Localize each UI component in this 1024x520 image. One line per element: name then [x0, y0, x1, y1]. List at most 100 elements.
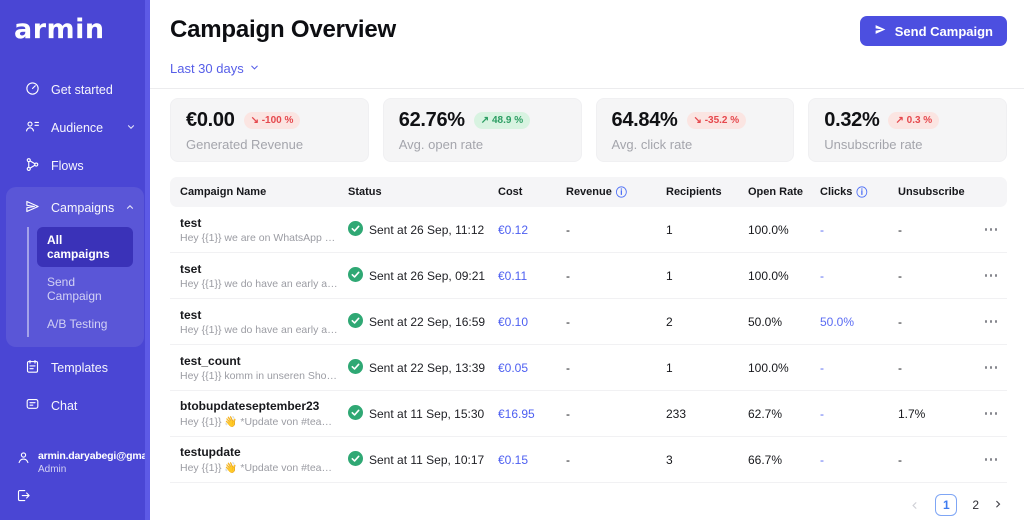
prev-page-button[interactable] [909, 500, 920, 511]
send-icon [874, 23, 887, 39]
page-title: Campaign Overview [170, 16, 397, 43]
unsubscribe-cell: - [898, 452, 902, 467]
campaign-name: test_count [180, 353, 241, 368]
clicks-cell: - [820, 360, 824, 375]
row-menu-button[interactable] [982, 320, 1007, 323]
stat-value: 0.32% [824, 109, 880, 131]
clicks-cell: 50.0% [820, 314, 855, 329]
status-text: Sent at 11 Sep, 15:30 [369, 406, 485, 421]
open-rate-cell: 100.0% [748, 360, 789, 375]
sidebar-item-ab-testing[interactable]: A/B Testing [47, 317, 108, 331]
table-row[interactable]: btobupdateseptember23 Hey {{1}} 👋 *Updat… [170, 391, 1007, 437]
campaign-name-cell: test Hey {{1}} we do have an early acces… [170, 308, 340, 336]
sidebar-item-label: Campaigns [51, 201, 115, 215]
campaign-preview: Hey {{1}} komm in unseren Shop und ... [180, 369, 338, 382]
clicks-cell: - [820, 268, 824, 283]
cost-cell: €0.15 [498, 452, 529, 467]
col-recipients: Recipients [666, 186, 722, 198]
recipients-cell: 2 [666, 314, 673, 329]
chat-icon [25, 397, 40, 415]
stats-row: €0.00 ↘ -100 % Generated Revenue 62.76% … [170, 98, 1007, 162]
sent-check-icon [348, 220, 363, 239]
recipients-cell: 3 [666, 452, 673, 467]
unsubscribe-cell: - [898, 314, 902, 329]
recipients-cell: 233 [666, 406, 687, 421]
stat-value: 64.84% [611, 109, 678, 131]
campaign-preview: Hey {{1}} 👋 *Update von #teamarmin... [180, 416, 338, 428]
sidebar-item-templates[interactable]: Templates [0, 349, 150, 387]
sidebar-item-all-campaigns[interactable]: All campaigns [37, 227, 133, 267]
chevron-up-icon [125, 201, 135, 215]
table-row[interactable]: test_count Hey {{1}} komm in unseren Sho… [170, 345, 1007, 391]
campaigns-submenu: All campaigns Send Campaign A/B Testing [27, 227, 144, 337]
info-icon[interactable]: ⓘ [856, 187, 868, 199]
sidebar-item-label: Templates [51, 361, 108, 375]
stat-value: 62.76% [398, 109, 465, 131]
stat-delta-badge: ↘ -35.2 % [686, 112, 747, 129]
cost-cell: €0.10 [498, 314, 529, 329]
cost-cell: €0.12 [498, 222, 529, 237]
campaign-preview: Hey {{1}} we do have an early access ... [180, 323, 338, 336]
stat-delta-badge: ↗ 48.9 % [473, 112, 531, 129]
status-cell: Sent at 26 Sep, 11:12 [340, 220, 490, 239]
sent-check-icon [348, 358, 363, 377]
templates-icon [25, 359, 40, 377]
stat-card-click-rate: 64.84% ↘ -35.2 % Avg. click rate [595, 98, 795, 162]
row-menu-button[interactable] [982, 274, 1007, 277]
campaign-preview: Hey {{1}} we are on WhatsApp are yo... [180, 231, 338, 244]
revenue-cell: - [566, 452, 570, 467]
recipients-cell: 1 [666, 268, 673, 283]
unsubscribe-cell: - [898, 268, 902, 283]
table-header: Campaign Name Status Cost Revenue ⓘ Reci… [170, 177, 1007, 207]
main-content: Campaign Overview Send Campaign Last 30 … [150, 0, 1024, 520]
user-email: armin.daryabegi@gmail. [38, 450, 156, 463]
chevron-down-icon [249, 61, 260, 76]
open-rate-cell: 66.7% [748, 452, 783, 467]
stat-card-unsubscribe-rate: 0.32% ↗ 0.3 % Unsubscribe rate [808, 98, 1007, 162]
campaign-name-cell: tset Hey {{1}} we do have an early acces… [170, 262, 340, 290]
row-menu-button[interactable] [982, 228, 1007, 231]
page-button-1[interactable]: 1 [935, 494, 958, 516]
revenue-cell: - [566, 406, 570, 421]
col-status: Status [348, 186, 382, 198]
logout-button[interactable] [16, 488, 150, 508]
sent-check-icon [348, 312, 363, 331]
campaign-name: btobupdateseptember23 [180, 399, 320, 413]
revenue-cell: - [566, 268, 570, 283]
audience-icon [25, 119, 40, 137]
campaign-preview: Hey {{1}} 👋 *Update von #teamarmin... [180, 462, 338, 474]
sidebar-item-flows[interactable]: Flows [0, 147, 150, 185]
sidebar-item-get-started[interactable]: Get started [0, 71, 150, 109]
sidebar-item-chat[interactable]: Chat [0, 387, 150, 425]
send-campaign-button[interactable]: Send Campaign [859, 16, 1007, 46]
sidebar-item-label: Flows [51, 159, 84, 173]
campaign-name: test [180, 307, 202, 322]
table-row[interactable]: tset Hey {{1}} we do have an early acces… [170, 253, 1007, 299]
row-menu-button[interactable] [982, 458, 1007, 461]
stat-label: Generated Revenue [186, 137, 304, 152]
page-button-2[interactable]: 2 [972, 498, 979, 512]
sidebar-item-campaigns[interactable]: Campaigns [6, 189, 144, 227]
recipients-cell: 1 [666, 222, 673, 237]
row-menu-button[interactable] [982, 366, 1007, 369]
status-cell: Sent at 26 Sep, 09:21 [340, 266, 490, 285]
revenue-cell: - [566, 222, 570, 237]
sidebar-item-send-campaign[interactable]: Send Campaign [47, 275, 102, 303]
table-row[interactable]: test Hey {{1}} we are on WhatsApp are yo… [170, 207, 1007, 253]
user-icon [16, 450, 31, 470]
table-row[interactable]: testupdate Hey {{1}} 👋 *Update von #team… [170, 437, 1007, 483]
next-page-button[interactable] [994, 500, 1005, 511]
sidebar: armin Get started Audience Flows [0, 0, 155, 520]
cost-cell: €0.11 [498, 268, 528, 283]
user-account[interactable]: armin.daryabegi@gmail. Admin [0, 450, 155, 476]
date-range-dropdown[interactable]: Last 30 days [170, 61, 260, 76]
sidebar-item-audience[interactable]: Audience [0, 109, 150, 147]
row-menu-button[interactable] [982, 412, 1007, 415]
status-text: Sent at 26 Sep, 11:12 [369, 222, 485, 237]
table-row[interactable]: test Hey {{1}} we do have an early acces… [170, 299, 1007, 345]
pagination: 1 2 [170, 494, 1005, 516]
info-icon[interactable]: ⓘ [615, 187, 627, 199]
campaign-name-cell: test Hey {{1}} we are on WhatsApp are yo… [170, 216, 340, 244]
clicks-cell: - [820, 406, 824, 421]
user-role: Admin [38, 463, 67, 475]
